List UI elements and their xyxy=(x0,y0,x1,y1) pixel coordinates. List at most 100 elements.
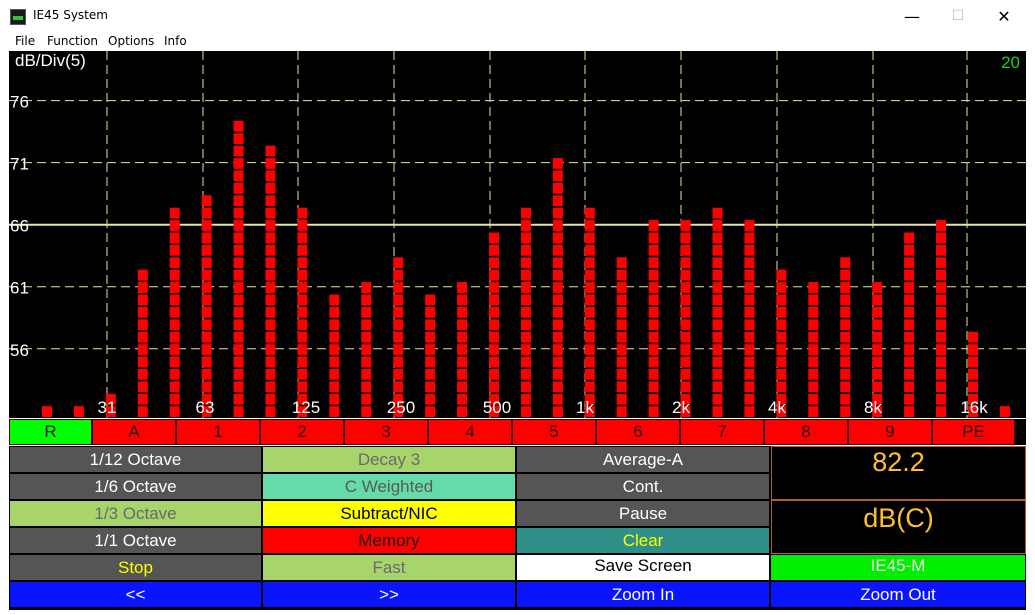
y-tick-label: 66 xyxy=(10,217,29,236)
spectrum-bar xyxy=(73,406,84,417)
spectrum-bar xyxy=(489,232,500,417)
spectrum-bar xyxy=(936,220,947,417)
menu-function[interactable]: Function xyxy=(47,34,99,48)
spectrum-bar xyxy=(425,294,436,417)
band-selector: R A 1 2 3 4 5 6 7 8 9 PE xyxy=(9,419,1015,445)
unit-readout: dB(C) xyxy=(771,500,1026,554)
stop-button[interactable]: Stop xyxy=(9,554,262,581)
window-title: IE45 System xyxy=(33,8,108,22)
maximize-button[interactable]: ☐ xyxy=(935,0,981,32)
spectrum-bar xyxy=(904,232,915,417)
band-8[interactable]: 8 xyxy=(764,419,848,445)
octave-1-6-button[interactable]: 1/6 Octave xyxy=(9,473,262,500)
spectrum-bar xyxy=(999,406,1010,417)
level-readout: 82.2 xyxy=(771,446,1026,500)
ie45-m-button[interactable]: IE45-M xyxy=(770,554,1026,581)
spectrum-bar xyxy=(297,207,308,417)
spectrum-bar xyxy=(233,120,244,417)
spectrum-bar xyxy=(648,220,659,417)
spectrum-bar xyxy=(201,195,212,417)
spectrum-bar xyxy=(808,282,819,417)
continuous-button[interactable]: Cont. xyxy=(516,473,770,500)
save-screen-button[interactable]: Save Screen xyxy=(516,554,770,581)
band-9[interactable]: 9 xyxy=(848,419,932,445)
band-6[interactable]: 6 xyxy=(596,419,680,445)
band-r[interactable]: R xyxy=(9,419,92,445)
spectrum-bar xyxy=(776,269,787,417)
spectrum-bar xyxy=(137,269,148,417)
spectrum-plot: 76 71 66 61 56 31 63 125 250 500 1k 2k 4k 8k 16k dB/Div… xyxy=(9,51,1026,418)
menu-info[interactable]: Info xyxy=(164,34,187,48)
spectrum-bar xyxy=(520,207,531,417)
octave-1-12-button[interactable]: 1/12 Octave xyxy=(9,446,262,473)
minimize-button[interactable]: — xyxy=(889,0,935,32)
spectrum-bar xyxy=(744,220,755,417)
menu-options[interactable]: Options xyxy=(108,34,155,48)
control-panel: 1/12 Octave 1/6 Octave 1/3 Octave 1/1 Oc… xyxy=(9,446,1026,610)
band-spacer xyxy=(1015,419,1026,445)
y-tick-label: 76 xyxy=(10,93,29,112)
spectrum-chart: 76 71 66 61 56 31 63 125 250 500 1k 2k 4k 8k 16k dB/Div… xyxy=(9,51,1026,418)
zoom-out-button[interactable]: Zoom Out xyxy=(770,581,1026,608)
y-tick-label: 71 xyxy=(10,155,29,174)
range-label: 20 xyxy=(1001,53,1020,72)
response-speed-button[interactable]: Fast xyxy=(262,554,516,581)
spectrum-bar xyxy=(393,257,404,417)
x-tick-label: 125 xyxy=(292,398,320,417)
spectrum-bar xyxy=(872,282,883,417)
spectrum-bar xyxy=(680,220,691,417)
spectrum-bar xyxy=(169,207,180,417)
x-tick-label: 1k xyxy=(576,398,594,417)
memory-button[interactable]: Memory xyxy=(262,527,516,554)
spectrum-bar xyxy=(967,331,978,417)
x-tick-label: 63 xyxy=(196,398,215,417)
octave-1-3-button[interactable]: 1/3 Octave xyxy=(9,500,262,527)
spectrum-bar xyxy=(105,393,116,417)
chart-title: dB/Div(5) xyxy=(15,51,86,70)
band-1[interactable]: 1 xyxy=(176,419,260,445)
app-icon xyxy=(10,9,26,25)
next-button[interactable]: >> xyxy=(262,581,516,608)
x-tick-label: 500 xyxy=(483,398,511,417)
close-icon: ✕ xyxy=(997,6,1011,26)
spectrum-bar xyxy=(584,207,595,417)
menu-bar: File Function Options Info xyxy=(0,32,1035,50)
spectrum-bar xyxy=(457,282,468,417)
spectrum-bar xyxy=(712,207,723,417)
band-pe[interactable]: PE xyxy=(932,419,1015,445)
x-tick-label: 16k xyxy=(960,398,988,417)
decay-button[interactable]: Decay 3 xyxy=(262,446,516,473)
average-button[interactable]: Average-A xyxy=(516,446,770,473)
weighting-button[interactable]: C Weighted xyxy=(262,473,516,500)
pause-button[interactable]: Pause xyxy=(516,500,770,527)
minimize-icon: — xyxy=(904,6,920,26)
spectrum-bar xyxy=(552,158,563,417)
y-tick-label: 56 xyxy=(10,341,29,360)
clear-button[interactable]: Clear xyxy=(516,527,770,554)
spectrum-bar xyxy=(329,294,340,417)
menu-file[interactable]: File xyxy=(15,34,36,48)
band-a[interactable]: A xyxy=(92,419,176,445)
zoom-in-button[interactable]: Zoom In xyxy=(516,581,770,608)
spectrum-bar xyxy=(42,406,52,417)
spectrum-bar xyxy=(265,145,276,417)
band-3[interactable]: 3 xyxy=(344,419,428,445)
x-tick-label: 4k xyxy=(768,398,786,417)
previous-button[interactable]: << xyxy=(9,581,262,608)
band-4[interactable]: 4 xyxy=(428,419,512,445)
x-tick-label: 8k xyxy=(864,398,882,417)
y-tick-label: 61 xyxy=(10,279,29,298)
maximize-icon: ☐ xyxy=(951,8,965,24)
x-tick-label: 250 xyxy=(387,398,415,417)
subtract-nic-button[interactable]: Subtract/NIC xyxy=(262,500,516,527)
band-2[interactable]: 2 xyxy=(260,419,344,445)
close-button[interactable]: ✕ xyxy=(981,0,1027,32)
band-7[interactable]: 7 xyxy=(680,419,764,445)
spectrum-bar xyxy=(361,282,372,417)
x-tick-label: 31 xyxy=(98,398,117,417)
spectrum-bar xyxy=(840,257,851,417)
band-5[interactable]: 5 xyxy=(512,419,596,445)
title-bar: IE45 System — ☐ ✕ xyxy=(0,0,1035,32)
spectrum-bar xyxy=(616,257,627,417)
octave-1-1-button[interactable]: 1/1 Octave xyxy=(9,527,262,554)
